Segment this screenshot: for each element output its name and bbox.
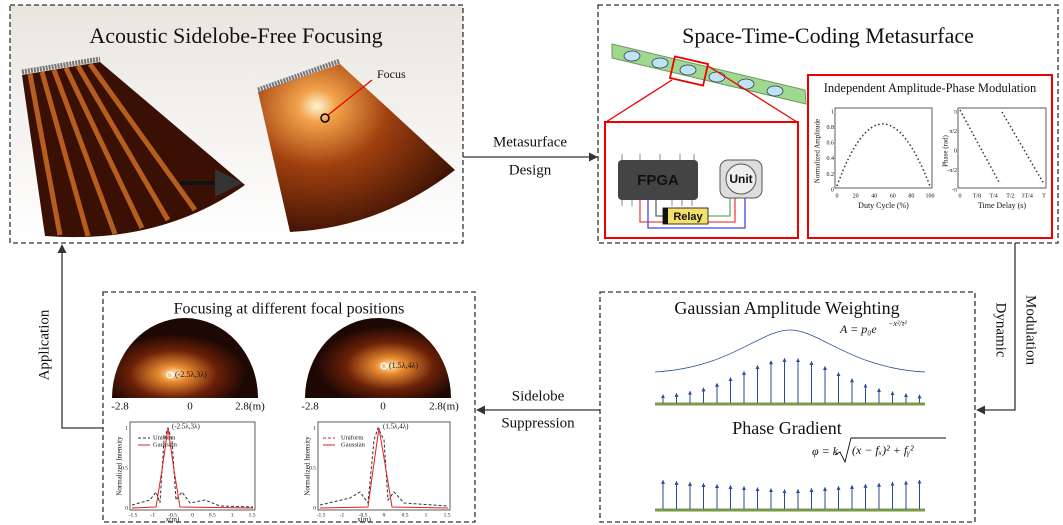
tick-label: 0 [380,401,386,413]
axis-label: x(m) [357,516,371,524]
tick-label: T/4 [989,193,997,199]
tick-label: 2.8(m) [235,401,265,413]
connector-label: Suppression [501,415,575,431]
tick-label: T [1042,193,1046,199]
tick-label: 80 [908,193,914,199]
tick-label: 1 [125,425,128,431]
connector-label: Design [509,162,552,178]
panel-title: Focusing at different focal positions [174,301,405,318]
legend-label: Gaussian [341,441,366,448]
legend-label: Gaussian [153,441,178,448]
legend-label: Uniform [341,434,363,441]
tick-label: 0 [313,505,316,511]
tick-label: 0 [954,148,957,154]
tick-label: 2.8(m) [429,401,459,413]
unit-label: Unit [729,172,752,186]
connector-label: Application [36,309,52,380]
axis-label: Duty Cycle (%) [858,201,909,210]
legend-label: Uniform [153,434,175,441]
point-label: (1.5λ,4λ) [383,423,409,431]
tick-label: 0.2 [827,172,835,178]
tick-label: 0.8 [827,125,835,131]
tick-label: π/2 [949,129,957,135]
tick-label: 0 [959,193,962,199]
tick-label: 1.5 [444,512,451,518]
diagram: Acoustic Sidelobe-Free Focusing Focus Spac… [0,0,1063,525]
panel-title: Gaussian Amplitude Weighting [674,298,899,318]
tick-label: -1.5 [129,512,138,518]
tick-label: 40 [871,193,877,199]
formula: (x − fₓ)² + fᵧ² [852,443,914,457]
tick-label: 1 [313,425,316,431]
tick-label: 0 [836,193,839,199]
tick-label: 0 [831,187,834,193]
connector-label: Sidelobe [512,388,565,404]
focus-label: Focus [377,67,406,81]
tick-label: -π [952,187,957,193]
point-label: (1.5λ,4λ) [389,361,418,370]
formula-exponent: −x²/τ² [888,319,907,328]
chip-label: FPGA [637,172,679,189]
tick-label: 100 [926,193,935,199]
tick-label: 1.5 [249,512,256,518]
tick-label: -1 [151,512,156,518]
intensity-plots [130,422,450,510]
tick-label: 1 [425,512,428,518]
modulation-frame [808,75,1052,238]
tick-label: 0 [187,401,193,413]
connector-label: Metasurface [493,134,567,150]
tick-label: -2.8 [111,401,129,413]
tick-label: 0 [383,512,386,518]
formula: A = p₀e [839,322,877,336]
tick-label: T/8 [973,193,981,199]
tick-label: 1 [831,109,834,115]
tick-label: -1 [340,512,345,518]
point-label: (-2.5λ,3λ) [175,370,207,379]
tick-label: -π/2 [947,168,957,174]
tick-label: 1 [231,512,234,518]
tick-label: 0 [125,505,128,511]
tick-label: 0 [191,512,194,518]
panel-title: Acoustic Sidelobe-Free Focusing [89,23,382,48]
panel-title: Space-Time-Coding Metasurface [682,23,974,48]
tick-label: 0.4 [827,156,835,162]
connector [62,245,103,428]
point-label: (-2.5λ,3λ) [172,423,200,431]
axis-label: Normalized Intensity [116,436,124,496]
panel-subtitle: Phase Gradient [732,418,841,438]
modulation-title: Independent Amplitude-Phase Modulation [824,81,1037,95]
connector-label: Dynamic [993,303,1009,358]
axis-label: x(m) [166,516,180,524]
tick-label: 20 [853,193,859,199]
tick-label: 0.5 [209,512,216,518]
panel-frame [600,292,975,522]
tick-label: 60 [890,193,896,199]
axis-label: Normalized Intensity [304,436,312,496]
tick-label: -1.5 [317,512,326,518]
connector-label: Modulation [1023,295,1039,365]
tick-label: -2.8 [301,401,319,413]
formula: φ = k [812,444,839,458]
axis-label: Time Delay (s) [978,201,1026,210]
tick-label: π [954,109,957,115]
tick-label: 3T/4 [1022,193,1033,199]
relay-label: Relay [673,211,703,223]
tick-label: T/2 [1006,193,1014,199]
axis-label: Normalized Amplitude [814,119,822,183]
focal-maps [112,318,451,398]
tick-label: 0.6 [827,141,835,147]
axis-label: Phase (rad) [942,134,950,166]
metasurface-strip [606,44,806,122]
tick-label: 0.5 [402,512,409,518]
